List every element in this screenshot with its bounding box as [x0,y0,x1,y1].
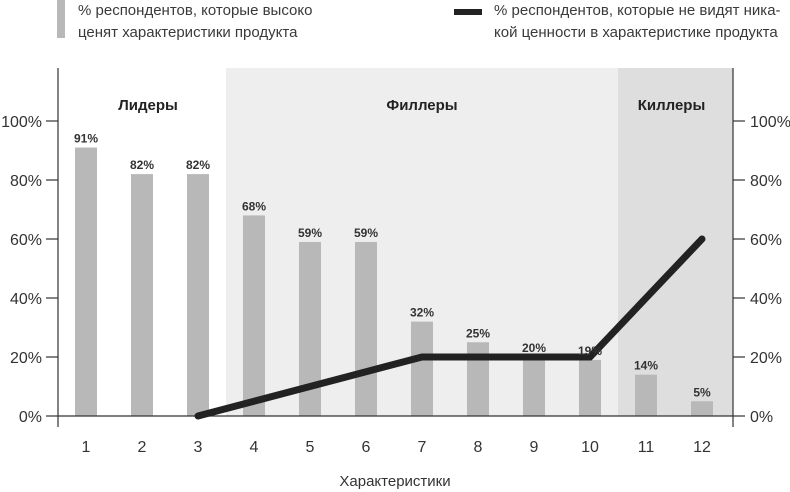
x-tick-label: 2 [138,439,147,456]
x-tick-label: 7 [418,439,427,456]
legend-line-line2: кой ценности в характеристике продукта [494,24,778,41]
y-tick-label-left: 40% [10,291,42,308]
legend-bar-swatch [57,0,65,38]
line-series-path [194,235,706,420]
bar [299,241,321,416]
labels: Лидеры Филлеры Киллеры 91% 1 82% 2 82% 3 68% 4 59% 5… [1,97,790,490]
x-tick-label: 8 [474,439,483,456]
bar [691,401,713,416]
x-tick-label: 1 [82,439,91,456]
bar-value-label: 20% [522,341,546,355]
axes [46,68,745,427]
legend-line-swatch [454,9,482,15]
legend-line-line1: % респондентов, которые не видят ника- [494,2,781,19]
x-tick-label: 3 [194,439,203,456]
y-tick-label-right: 40% [750,291,782,308]
bar [635,374,657,416]
zone-label: Лидеры [118,97,178,114]
x-tick-label: 4 [250,439,259,456]
x-tick-label: 10 [581,439,599,456]
x-tick-label: 12 [693,439,711,456]
x-tick-label: 11 [638,439,655,456]
y-tick-label-right: 20% [750,350,782,367]
bar-value-label: 32% [410,306,434,320]
bar-value-label: 91% [74,132,98,146]
y-tick-label-left: 0% [19,409,42,426]
x-tick-label: 6 [362,439,371,456]
bar-value-label: 14% [634,359,658,373]
bar-value-label: 82% [186,158,210,172]
bar [243,215,265,416]
legend-line: % респондентов, которые не видят ника- к… [494,0,781,44]
zone-3 [618,68,733,416]
bar [187,174,209,416]
legend-bars: % респондентов, которые высоко ценят хар… [78,0,312,44]
bar [523,357,545,416]
y-tick-label-left: 20% [10,350,42,367]
bar [131,174,153,416]
y-tick-label-right: 80% [750,173,782,190]
bar-value-label: 25% [466,326,490,340]
legend-bars-line1: % респондентов, которые высоко [78,2,313,19]
bar-value-label: 68% [242,199,266,213]
bar [411,321,433,416]
y-tick-label-right: 0% [750,409,773,426]
bar-value-label: 19% [578,344,602,358]
y-tick-label-left: 80% [10,173,42,190]
y-tick-label-left: 100% [1,114,42,131]
y-tick-label-right: 60% [750,232,782,249]
zone-label: Киллеры [638,97,706,114]
y-tick-label-left: 60% [10,232,42,249]
bar-value-label: 82% [130,158,154,172]
bar-value-label: 59% [298,226,322,240]
bar-value-label: 59% [354,226,378,240]
x-tick-label: 9 [530,439,539,456]
zone-label: Филлеры [386,97,457,114]
y-tick-label-right: 100% [750,114,790,131]
bar-value-label: 5% [693,385,711,399]
legend-bars-line2: ценят характеристики продукта [78,24,298,41]
x-axis-title: Характеристики [339,473,450,490]
bar [467,342,489,416]
x-tick-label: 5 [306,439,315,456]
bar [75,147,97,417]
line-series [194,235,706,420]
bar [355,241,377,416]
bar [579,359,601,416]
